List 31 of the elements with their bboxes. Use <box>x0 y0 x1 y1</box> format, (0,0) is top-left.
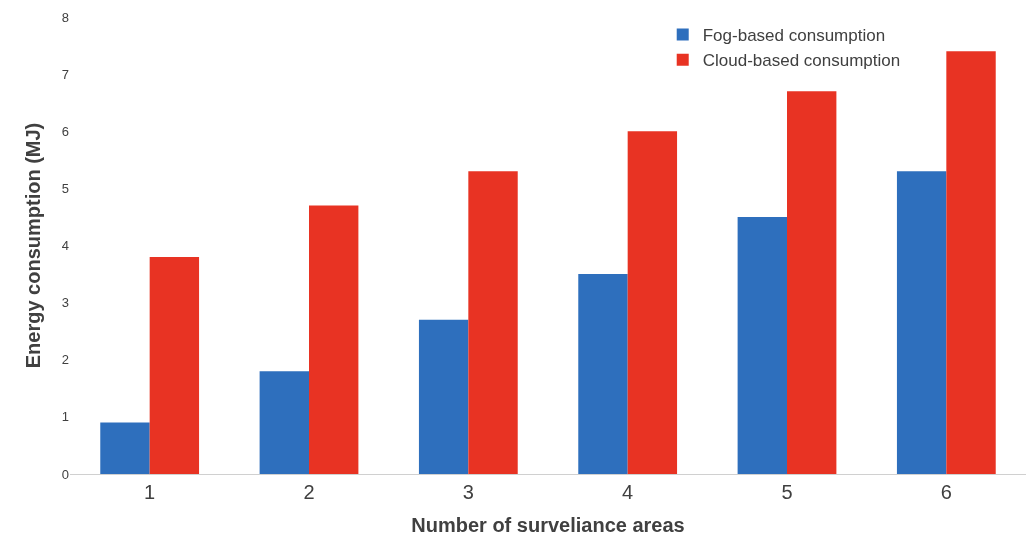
x-tick-label: 1 <box>144 481 156 503</box>
bar <box>627 131 678 474</box>
y-tick-label: 3 <box>61 295 69 311</box>
x-tick-label: 4 <box>622 481 634 503</box>
legend-label: Cloud-based consumption <box>702 51 901 71</box>
bar <box>578 274 628 474</box>
bar <box>418 319 469 474</box>
x-axis-title: Number of surveliance areas <box>411 513 685 536</box>
y-tick-label: 1 <box>61 409 69 425</box>
bar <box>787 91 837 474</box>
y-tick-label: 8 <box>61 9 69 25</box>
bar <box>737 216 787 474</box>
y-tick-label: 6 <box>61 123 69 139</box>
x-tick-label: 5 <box>781 481 793 503</box>
y-tick-label: 2 <box>61 352 69 368</box>
y-axis-title: Energy consumption (MJ) <box>22 122 45 369</box>
bar <box>149 256 200 474</box>
x-tick-label: 6 <box>940 481 952 503</box>
y-tick-label: 4 <box>61 238 69 254</box>
bar <box>468 171 518 474</box>
bar <box>946 51 996 474</box>
x-tick-label: 3 <box>462 481 474 503</box>
bar <box>100 422 150 474</box>
bar <box>896 171 947 474</box>
y-tick-label: 7 <box>61 66 69 82</box>
legend-label: Fog-based consumption <box>702 26 886 46</box>
y-tick-label: 5 <box>61 180 69 196</box>
bar <box>259 371 309 474</box>
x-tick-label: 2 <box>303 481 315 503</box>
bar <box>309 205 359 474</box>
y-tick-label: 0 <box>61 466 69 482</box>
